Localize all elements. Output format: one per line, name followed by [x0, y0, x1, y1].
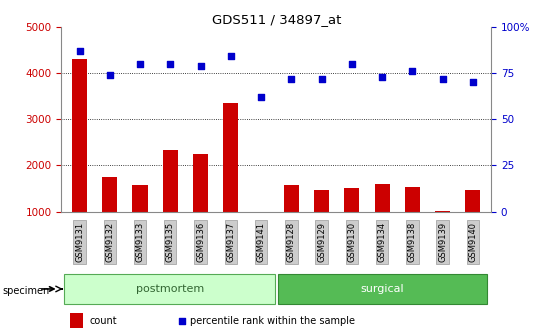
Text: GSM9140: GSM9140: [468, 222, 478, 262]
Point: [227, 54, 235, 59]
Text: GSM9129: GSM9129: [317, 222, 326, 262]
Point: [317, 76, 326, 81]
Text: GSM9132: GSM9132: [105, 222, 114, 262]
Text: GSM9135: GSM9135: [166, 222, 175, 262]
Bar: [344, 188, 359, 258]
Text: GSM9131: GSM9131: [75, 222, 84, 262]
Title: GDS511 / 34897_at: GDS511 / 34897_at: [211, 13, 341, 26]
Point: [136, 61, 145, 67]
Bar: [132, 185, 148, 258]
Bar: [72, 59, 87, 258]
Bar: [405, 187, 420, 258]
Bar: [223, 103, 238, 258]
Bar: [314, 191, 329, 258]
Point: [257, 94, 266, 100]
Text: GSM9130: GSM9130: [347, 222, 357, 262]
Text: percentile rank within the sample: percentile rank within the sample: [190, 316, 355, 326]
Text: count: count: [89, 316, 117, 326]
Text: GSM9139: GSM9139: [438, 222, 447, 262]
Text: GSM9133: GSM9133: [136, 222, 145, 262]
FancyBboxPatch shape: [278, 274, 487, 304]
Text: GSM9136: GSM9136: [196, 222, 205, 262]
Point: [75, 48, 84, 54]
Text: GSM9134: GSM9134: [378, 222, 387, 262]
Point: [378, 74, 387, 80]
Point: [105, 72, 114, 78]
Bar: [465, 191, 480, 258]
Text: GSM9137: GSM9137: [227, 222, 235, 262]
Text: surgical: surgical: [360, 284, 404, 294]
Text: GSM9128: GSM9128: [287, 222, 296, 262]
Bar: [253, 256, 268, 258]
Point: [408, 69, 417, 74]
Point: [196, 63, 205, 69]
Bar: [102, 177, 117, 258]
Text: postmortem: postmortem: [136, 284, 204, 294]
Bar: [193, 155, 208, 258]
Point: [177, 318, 186, 324]
Bar: [374, 184, 389, 258]
Point: [348, 61, 357, 67]
Text: GSM9141: GSM9141: [257, 222, 266, 262]
Point: [468, 80, 477, 85]
Bar: [284, 185, 299, 258]
FancyBboxPatch shape: [64, 274, 275, 304]
Point: [166, 61, 175, 67]
Point: [287, 76, 296, 81]
Bar: [70, 313, 83, 329]
Point: [438, 76, 447, 81]
Bar: [435, 211, 450, 258]
Text: GSM9138: GSM9138: [408, 222, 417, 262]
Bar: [163, 150, 178, 258]
Text: specimen: specimen: [3, 286, 50, 296]
